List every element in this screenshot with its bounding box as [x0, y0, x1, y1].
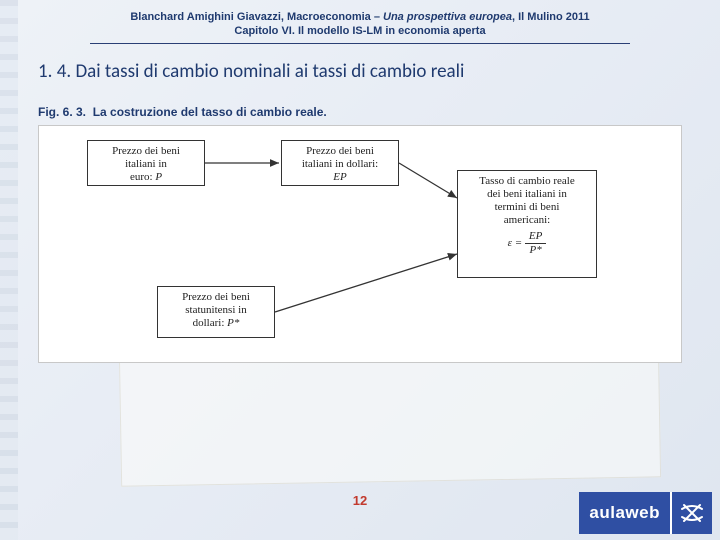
- node-d-line3: dollari:: [193, 317, 225, 329]
- aulaweb-logo: aulaweb: [579, 492, 712, 534]
- formula-den: P*: [525, 244, 546, 256]
- figure-number: Fig. 6. 3.: [38, 105, 86, 119]
- node-a-line2: italiani in: [125, 158, 167, 170]
- logo-text: aulaweb: [579, 492, 670, 534]
- header-book-subtitle: Una prospettiva europea: [383, 11, 512, 23]
- node-b-line2: italiani in dollari:: [302, 158, 378, 170]
- node-a: Prezzo dei beni italiani in euro: P: [87, 140, 205, 186]
- figure-caption: Fig. 6. 3. La costruzione del tasso di c…: [0, 83, 720, 125]
- node-d-line2: statunitensi in: [185, 304, 246, 316]
- node-a-line3: euro:: [130, 171, 153, 183]
- formula-lhs: ε =: [508, 237, 523, 249]
- section-number: 1. 4.: [38, 60, 71, 83]
- header-chapter: Capitolo VI. Il modello IS-LM in economi…: [0, 24, 720, 38]
- logo-icon: [670, 492, 712, 534]
- node-c-line3: termini di beni: [495, 201, 560, 213]
- node-c-formula: ε = EP P*: [464, 231, 590, 256]
- node-c-line4: americani:: [504, 214, 550, 226]
- node-d-line1: Prezzo dei beni: [182, 291, 250, 303]
- node-c: Tasso di cambio reale dei beni italiani …: [457, 170, 597, 278]
- figure-text: La costruzione del tasso di cambio reale…: [93, 105, 327, 119]
- node-c-line1: Tasso di cambio reale: [479, 175, 574, 187]
- section-title: 1. 4. Dai tassi di cambio nominali ai ta…: [0, 44, 720, 83]
- node-b-var: EP: [333, 171, 346, 183]
- node-b: Prezzo dei beni italiani in dollari: EP: [281, 140, 399, 186]
- header-authors: Blanchard Amighini Giavazzi,: [130, 11, 287, 23]
- node-c-line2: dei beni italiani in: [487, 188, 567, 200]
- slide-header: Blanchard Amighini Giavazzi, Macroeconom…: [0, 0, 720, 39]
- diagram: Prezzo dei beni italiani in euro: P Prez…: [38, 125, 682, 363]
- header-publisher: , Il Mulino 2011: [512, 11, 590, 23]
- section-text: Dai tassi di cambio nominali ai tassi di…: [75, 60, 464, 83]
- node-d: Prezzo dei beni statunitensi in dollari:…: [157, 286, 275, 338]
- formula-fraction: EP P*: [525, 231, 546, 256]
- node-b-line1: Prezzo dei beni: [306, 145, 374, 157]
- node-a-line1: Prezzo dei beni: [112, 145, 180, 157]
- formula-num: EP: [525, 231, 546, 244]
- header-book-title: Macroeconomia –: [287, 11, 383, 23]
- slide-content: Blanchard Amighini Giavazzi, Macroeconom…: [0, 0, 720, 540]
- node-a-var: P: [155, 171, 162, 183]
- node-d-var: P*: [227, 317, 239, 329]
